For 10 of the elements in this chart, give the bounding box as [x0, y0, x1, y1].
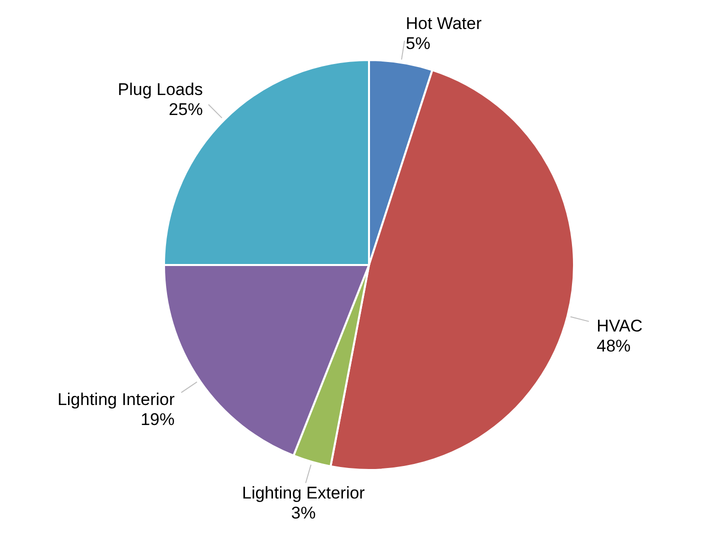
data-label: 48% [596, 336, 631, 356]
slice-label: Lighting Interior [57, 390, 175, 410]
data-label: 19% [140, 410, 175, 430]
data-label: 3% [291, 504, 316, 523]
slice-label: Plug Loads [118, 80, 203, 99]
slice-label: Lighting Exterior [242, 484, 366, 503]
data-label: 5% [406, 34, 430, 53]
data-label: 25% [168, 100, 203, 119]
slice-label: HVAC [596, 316, 643, 336]
slice-label: Hot Water [406, 14, 482, 33]
